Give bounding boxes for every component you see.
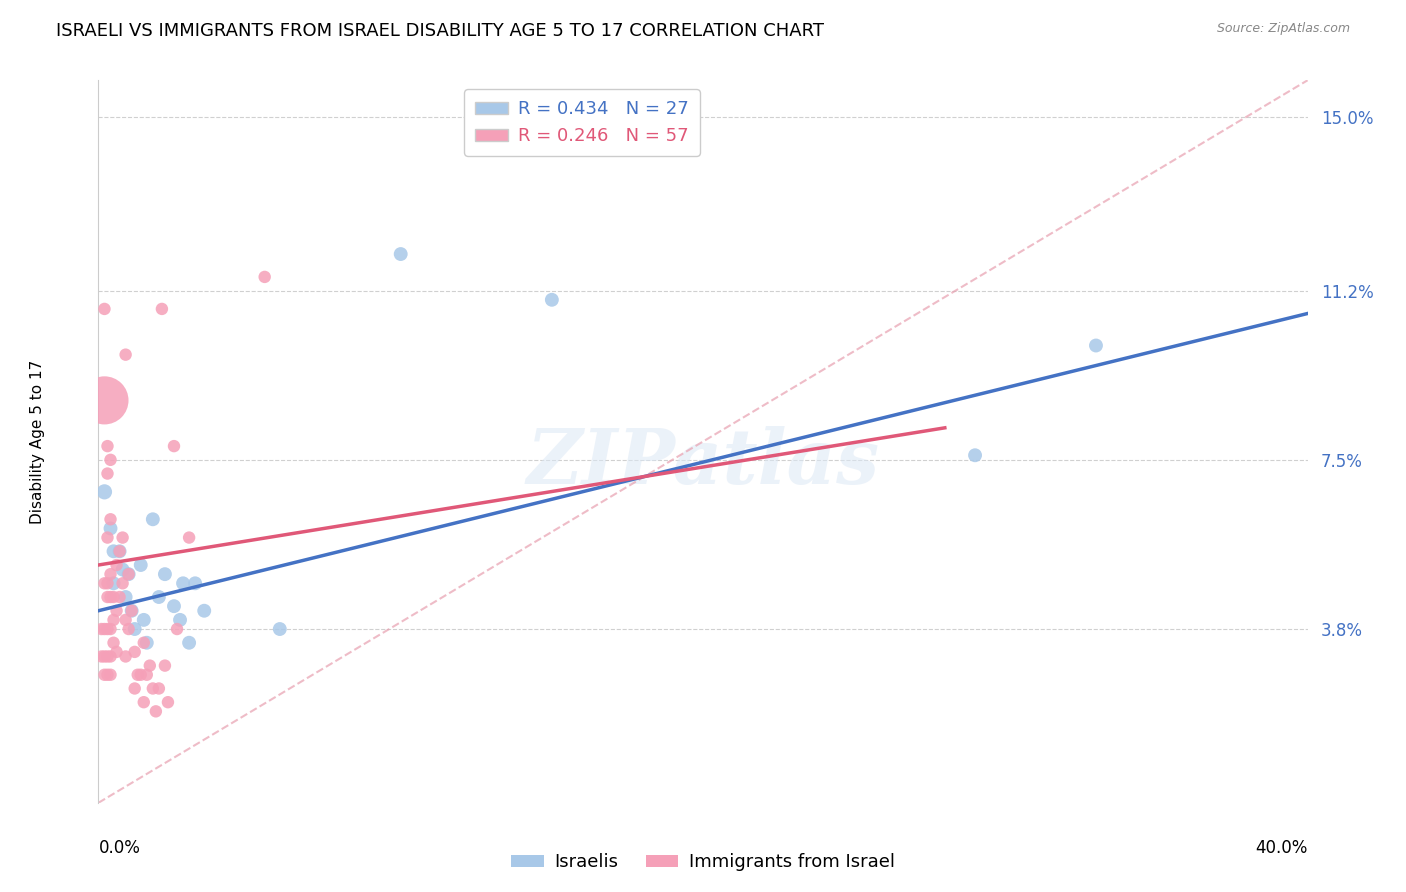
Point <box>100 590 122 604</box>
Text: ZIPatlas: ZIPatlas <box>526 426 880 500</box>
Point <box>105 558 128 572</box>
Point <box>540 293 562 307</box>
Point <box>129 667 152 681</box>
Point <box>193 604 215 618</box>
Point <box>142 512 165 526</box>
Point <box>121 604 143 618</box>
Point <box>253 269 276 284</box>
Point <box>103 590 125 604</box>
Point <box>103 576 125 591</box>
Point <box>100 622 122 636</box>
Point <box>93 301 115 316</box>
Point <box>93 622 115 636</box>
Point <box>153 658 176 673</box>
Point <box>142 681 165 696</box>
Point <box>269 622 291 636</box>
Text: Source: ZipAtlas.com: Source: ZipAtlas.com <box>1216 22 1350 36</box>
Point <box>90 622 112 636</box>
Point <box>111 531 134 545</box>
Point <box>132 695 155 709</box>
Point <box>148 681 170 696</box>
Point <box>93 576 115 591</box>
Point <box>103 613 125 627</box>
Point <box>108 544 131 558</box>
Point <box>150 301 173 316</box>
Point <box>179 531 201 545</box>
Point <box>163 599 186 614</box>
Point <box>100 567 122 582</box>
Point <box>121 604 143 618</box>
Point <box>184 576 207 591</box>
Point <box>156 695 179 709</box>
Text: Disability Age 5 to 17: Disability Age 5 to 17 <box>31 359 45 524</box>
Legend: R = 0.434   N = 27, R = 0.246   N = 57: R = 0.434 N = 27, R = 0.246 N = 57 <box>464 89 700 156</box>
Point <box>172 576 194 591</box>
Point <box>96 439 118 453</box>
Point <box>96 667 118 681</box>
Point <box>103 636 125 650</box>
Point <box>163 439 186 453</box>
Point <box>100 512 122 526</box>
Point <box>389 247 412 261</box>
Point <box>166 622 188 636</box>
Point <box>124 645 146 659</box>
Point <box>105 604 128 618</box>
Point <box>96 576 118 591</box>
Point <box>124 681 146 696</box>
Point <box>108 544 131 558</box>
Point <box>93 484 115 499</box>
Point <box>127 667 149 681</box>
Point <box>96 590 118 604</box>
Point <box>118 567 141 582</box>
Point <box>96 622 118 636</box>
Point <box>135 636 157 650</box>
Point <box>96 531 118 545</box>
Point <box>96 467 118 481</box>
Point <box>100 649 122 664</box>
Point <box>114 613 136 627</box>
Point <box>148 590 170 604</box>
Point <box>103 544 125 558</box>
Point <box>111 576 134 591</box>
Point <box>96 649 118 664</box>
Point <box>129 558 152 572</box>
Point <box>100 453 122 467</box>
Point <box>132 636 155 650</box>
Point <box>93 393 115 408</box>
Point <box>93 649 115 664</box>
Point <box>93 667 115 681</box>
Point <box>118 567 141 582</box>
Point <box>105 645 128 659</box>
Legend: Israelis, Immigrants from Israel: Israelis, Immigrants from Israel <box>503 847 903 879</box>
Point <box>114 590 136 604</box>
Point <box>108 590 131 604</box>
Point <box>135 667 157 681</box>
Point <box>114 649 136 664</box>
Text: ISRAELI VS IMMIGRANTS FROM ISRAEL DISABILITY AGE 5 TO 17 CORRELATION CHART: ISRAELI VS IMMIGRANTS FROM ISRAEL DISABI… <box>56 22 824 40</box>
Point <box>100 521 122 535</box>
Point <box>111 563 134 577</box>
Point <box>153 567 176 582</box>
Point <box>145 704 167 718</box>
Point <box>965 448 987 462</box>
Point <box>90 649 112 664</box>
Point <box>118 622 141 636</box>
Point <box>124 622 146 636</box>
Point <box>100 667 122 681</box>
Point <box>132 613 155 627</box>
Point <box>169 613 191 627</box>
Point <box>114 348 136 362</box>
Point <box>1085 338 1108 352</box>
Text: 0.0%: 0.0% <box>98 839 141 857</box>
Point <box>139 658 162 673</box>
Text: 40.0%: 40.0% <box>1256 839 1308 857</box>
Point <box>179 636 201 650</box>
